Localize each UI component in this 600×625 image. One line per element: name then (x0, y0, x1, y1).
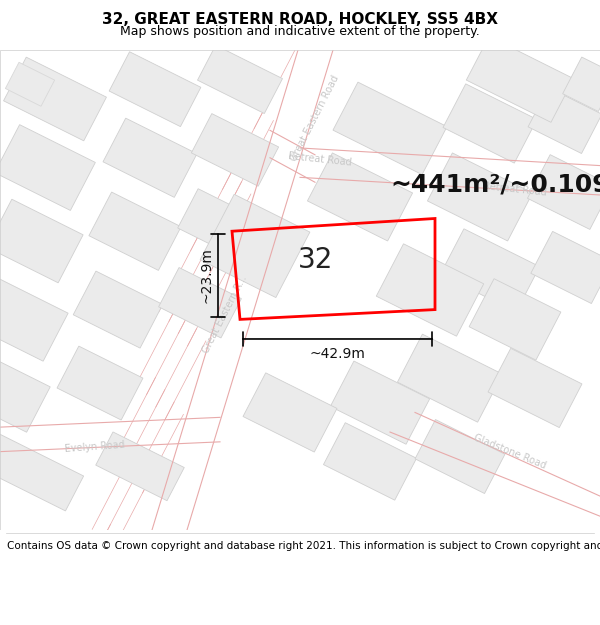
Polygon shape (96, 432, 184, 501)
Polygon shape (528, 88, 600, 154)
Text: Evelyn Road: Evelyn Road (65, 439, 125, 454)
Polygon shape (443, 84, 537, 163)
Polygon shape (397, 334, 503, 422)
Polygon shape (331, 361, 430, 444)
Polygon shape (0, 124, 95, 211)
Polygon shape (197, 45, 283, 114)
Polygon shape (109, 52, 201, 127)
Polygon shape (488, 348, 582, 428)
Text: Retreat Road: Retreat Road (483, 181, 547, 198)
Polygon shape (0, 431, 83, 511)
Polygon shape (307, 153, 413, 241)
Polygon shape (333, 82, 447, 174)
Polygon shape (191, 114, 278, 186)
Polygon shape (0, 278, 68, 361)
Polygon shape (158, 268, 241, 338)
Polygon shape (0, 354, 50, 432)
Polygon shape (200, 194, 310, 298)
Polygon shape (427, 153, 533, 241)
Polygon shape (0, 199, 83, 282)
Polygon shape (531, 231, 600, 304)
Text: 32: 32 (298, 246, 333, 274)
Polygon shape (469, 279, 561, 360)
Polygon shape (73, 271, 163, 348)
Polygon shape (563, 57, 600, 111)
Text: Map shows position and indicative extent of the property.: Map shows position and indicative extent… (120, 24, 480, 38)
Polygon shape (466, 36, 574, 123)
Polygon shape (376, 244, 484, 336)
Polygon shape (57, 346, 143, 420)
Text: ~441m²/~0.109ac.: ~441m²/~0.109ac. (390, 173, 600, 196)
Polygon shape (103, 118, 197, 198)
Text: 32, GREAT EASTERN ROAD, HOCKLEY, SS5 4BX: 32, GREAT EASTERN ROAD, HOCKLEY, SS5 4BX (102, 12, 498, 28)
Polygon shape (89, 192, 181, 271)
Polygon shape (527, 154, 600, 229)
Polygon shape (415, 419, 505, 494)
Text: Retreat Road: Retreat Road (288, 151, 352, 168)
Text: Great Eastern Road: Great Eastern Road (289, 74, 341, 163)
Text: Great Eastern R...: Great Eastern R... (201, 274, 249, 355)
Text: ~42.9m: ~42.9m (310, 347, 365, 361)
Polygon shape (440, 229, 539, 312)
Text: Gladstone Road: Gladstone Road (472, 432, 548, 471)
Polygon shape (5, 62, 55, 106)
Polygon shape (178, 189, 262, 260)
Polygon shape (4, 57, 106, 141)
Text: ~23.9m: ~23.9m (199, 248, 213, 303)
Polygon shape (243, 373, 337, 452)
Text: Contains OS data © Crown copyright and database right 2021. This information is : Contains OS data © Crown copyright and d… (7, 541, 600, 551)
Polygon shape (323, 422, 416, 500)
